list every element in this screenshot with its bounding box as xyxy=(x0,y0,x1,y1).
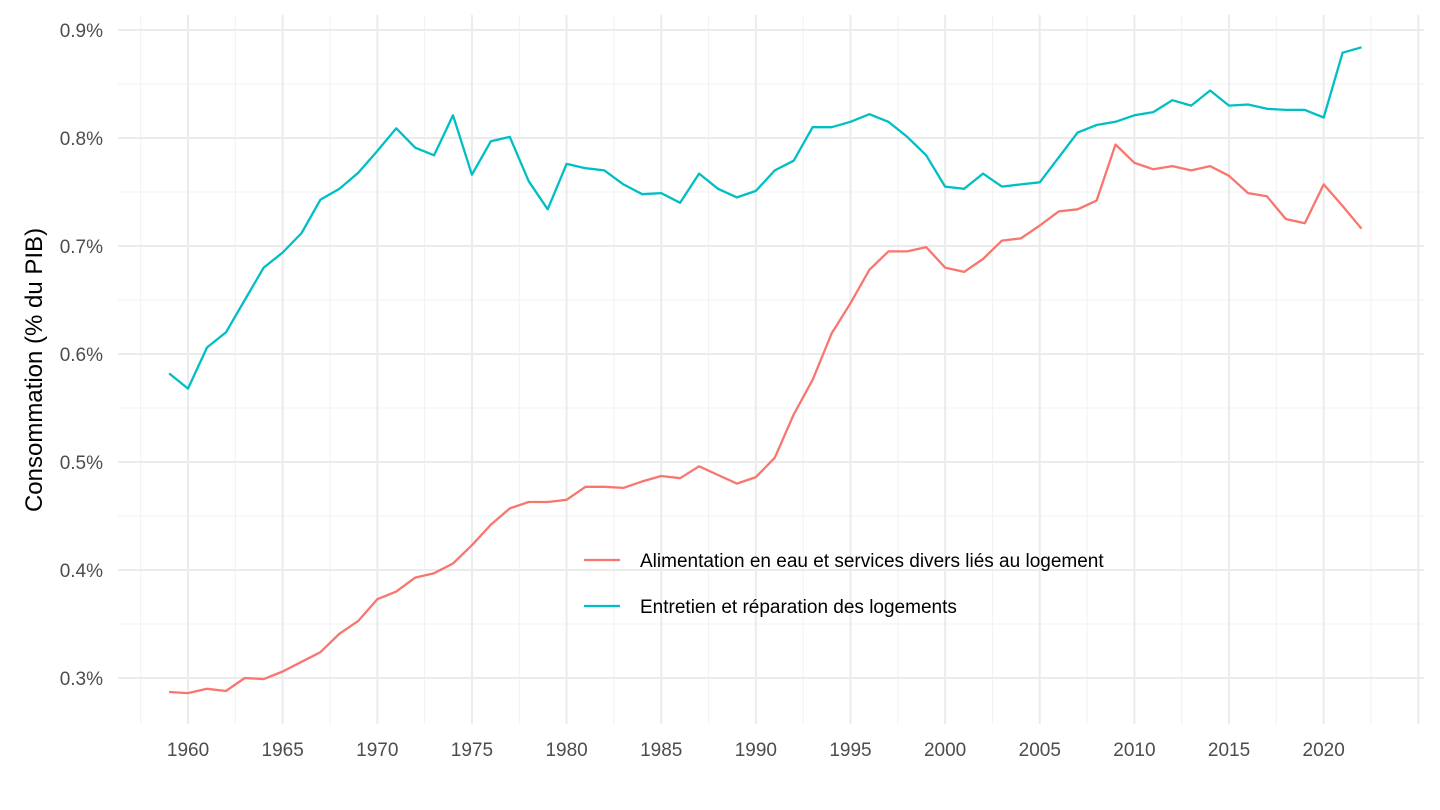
series-line-alimentation xyxy=(169,143,1363,695)
x-tick-label: 2005 xyxy=(1019,740,1061,761)
x-tick-label: 1970 xyxy=(356,740,398,761)
legend-label-alimentation: Alimentation en eau et services divers l… xyxy=(640,551,1104,572)
x-tick-label: 2010 xyxy=(1113,740,1155,761)
y-axis-title: Consommation (% du PIB) xyxy=(21,228,48,512)
y-tick-label: 0.8% xyxy=(60,129,103,150)
y-tick-label: 0.6% xyxy=(60,345,103,366)
y-axis-tick-labels: 0.3% 0.4% 0.5% 0.6% 0.7% 0.8% 0.9% xyxy=(60,21,103,690)
x-tick-label: 1980 xyxy=(545,740,587,761)
x-tick-label: 2020 xyxy=(1303,740,1345,761)
y-tick-label: 0.4% xyxy=(60,561,103,582)
x-tick-label: 2015 xyxy=(1208,740,1250,761)
x-tick-label: 1995 xyxy=(829,740,871,761)
legend-item: Entretien et réparation des logements xyxy=(584,597,957,618)
x-tick-label: 1965 xyxy=(262,740,304,761)
major-gridlines xyxy=(118,15,1424,724)
series-line-entretien xyxy=(168,46,1362,390)
x-tick-label: 1975 xyxy=(451,740,493,761)
legend-label-entretien: Entretien et réparation des logements xyxy=(640,597,957,618)
y-tick-label: 0.9% xyxy=(60,21,103,42)
x-tick-label: 1990 xyxy=(735,740,777,761)
legend: Alimentation en eau et services divers l… xyxy=(584,551,1104,618)
y-tick-label: 0.7% xyxy=(60,237,103,258)
x-tick-label: 1985 xyxy=(640,740,682,761)
x-tick-label: 2000 xyxy=(924,740,966,761)
x-tick-label: 1960 xyxy=(167,740,209,761)
y-tick-label: 0.3% xyxy=(60,669,103,690)
y-tick-label: 0.5% xyxy=(60,453,103,474)
legend-item: Alimentation en eau et services divers l… xyxy=(584,551,1104,572)
series-lines xyxy=(168,46,1363,695)
x-axis-tick-labels: 1960 1965 1970 1975 1980 1985 1990 1995 2000 2005… xyxy=(167,740,1345,761)
